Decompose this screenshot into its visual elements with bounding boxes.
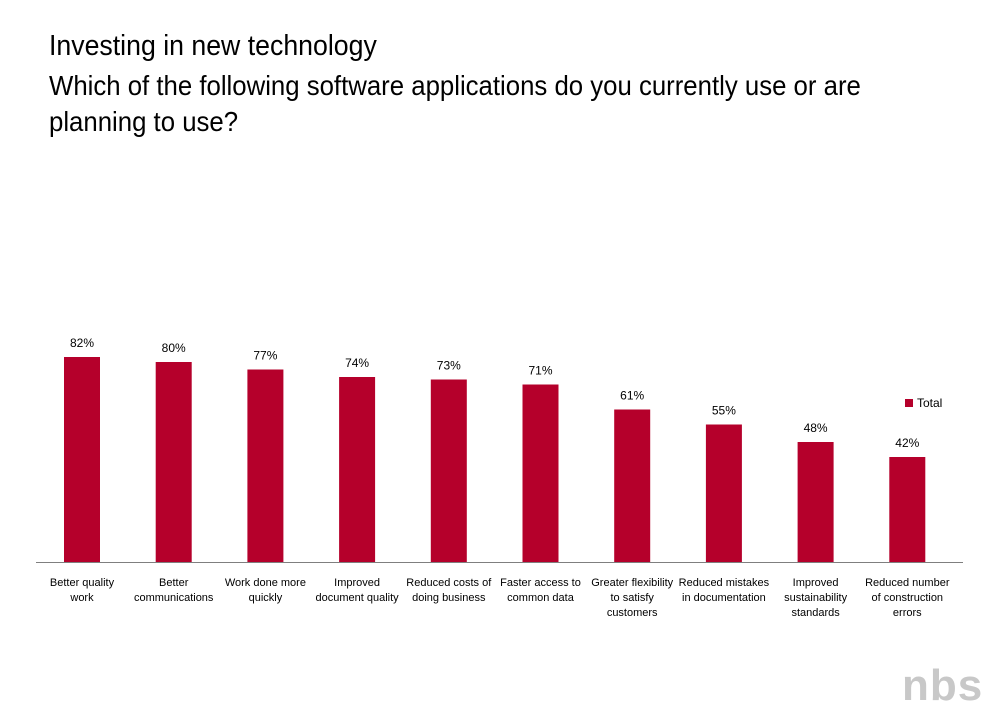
- data-label: 55%: [712, 404, 736, 418]
- category-label: Better quality work: [50, 577, 115, 604]
- bar: [64, 357, 100, 562]
- chart-title: Investing in new technology: [49, 30, 377, 62]
- data-label: 82%: [70, 336, 94, 350]
- category-label: Faster access to common data: [500, 577, 581, 604]
- category-label-line: Reduced costs of: [406, 577, 492, 589]
- bar: [155, 362, 192, 562]
- data-label: 61%: [620, 389, 644, 403]
- legend-label-total: Total: [917, 396, 943, 410]
- category-label-line: in documentation: [682, 592, 766, 604]
- bar: [430, 379, 467, 562]
- bar: [889, 457, 926, 562]
- category-label: Reduced number of construction errors: [865, 577, 950, 619]
- category-label-line: errors: [893, 607, 922, 619]
- category-label: Reduced costs of doing business: [406, 577, 492, 604]
- data-label: 73%: [437, 359, 461, 373]
- category-label-line: document quality: [316, 592, 400, 604]
- category-label: Improved sustainability standards: [784, 577, 847, 619]
- bar: [705, 424, 742, 562]
- data-label: 48%: [804, 421, 828, 435]
- category-label-line: Faster access to: [500, 577, 581, 589]
- bar: [522, 384, 559, 562]
- category-label-line: Better quality: [50, 577, 115, 589]
- bar: [339, 377, 376, 562]
- category-label-line: work: [69, 592, 94, 604]
- category-label: Improved document quality: [316, 577, 400, 604]
- category-label-line: standards: [791, 607, 840, 619]
- data-label: 71%: [528, 364, 552, 378]
- category-label-line: Work done more: [225, 577, 306, 589]
- category-label-line: doing business: [412, 592, 486, 604]
- category-label-line: Better: [159, 577, 189, 589]
- category-label: Better communications: [134, 577, 214, 604]
- category-label: Greater flexibility to satisfy customers: [591, 577, 673, 619]
- legend: Total: [905, 396, 942, 410]
- bars-layer: [64, 357, 926, 562]
- bar: [614, 409, 651, 562]
- nbs-logo-text: nbs: [902, 666, 983, 704]
- chart-subtitle: Which of the following software applicat…: [49, 70, 861, 137]
- category-label-line: Reduced mistakes: [679, 577, 770, 589]
- data-label: 74%: [345, 356, 369, 370]
- bar: [797, 442, 834, 562]
- category-label: Work done more quickly: [225, 577, 306, 604]
- bar: [247, 369, 284, 562]
- legend-swatch: [905, 399, 913, 407]
- category-label-line: quickly: [249, 592, 283, 604]
- category-label-line: Greater flexibility: [591, 577, 673, 589]
- data-label: 80%: [162, 341, 186, 355]
- data-label: 42%: [895, 436, 919, 450]
- category-label-line: to satisfy: [610, 592, 654, 604]
- category-label-line: sustainability: [784, 592, 847, 604]
- nbs-logo: nbs: [902, 661, 990, 710]
- category-label-line: communications: [134, 592, 214, 604]
- category-label-line: Improved: [793, 577, 839, 589]
- category-label-line: Reduced number: [865, 577, 950, 589]
- data-label: 77%: [253, 349, 277, 363]
- category-label-line: Improved: [334, 577, 380, 589]
- category-label-line: common data: [507, 592, 575, 604]
- category-label: Reduced mistakes in documentation: [679, 577, 770, 604]
- category-label-line: customers: [607, 607, 658, 619]
- labels-layer: 82% Better quality work 80% Better communicat…: [50, 336, 950, 619]
- category-label-line: of construction: [872, 592, 944, 604]
